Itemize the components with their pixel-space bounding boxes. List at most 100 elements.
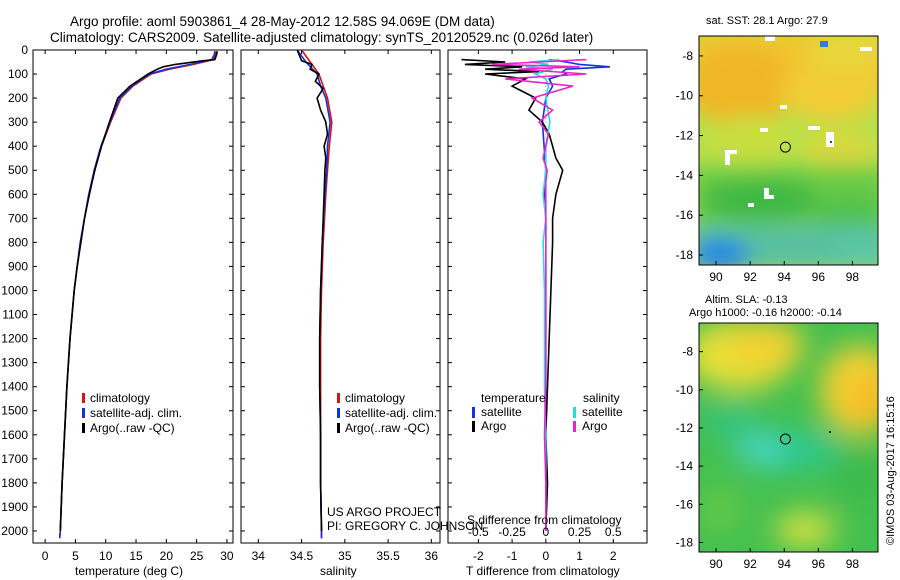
lat-tick-label: -8	[682, 345, 693, 359]
x-tick-label: 5	[72, 549, 79, 563]
figure-title-line2: Climatology: CARS2009. Satellite-adjuste…	[50, 30, 593, 45]
x-tick-label: 30	[220, 549, 234, 563]
depth-tick-label: 900	[8, 259, 28, 273]
depth-tick-label: 1700	[1, 452, 28, 466]
x-tick-label: 34.5	[290, 549, 314, 563]
depth-tick-label: 1600	[1, 428, 28, 442]
lat-tick-label: -10	[676, 383, 694, 397]
legend-s-argo: Argo	[582, 419, 608, 433]
x2-tick-label: -0.25	[498, 525, 526, 539]
series-line-climatology	[300, 49, 333, 539]
x-tick-label: 20	[160, 549, 174, 563]
lat-tick-label: -8	[682, 49, 693, 63]
legend-t-argo: Argo	[481, 419, 507, 433]
x-tick-label: 0	[542, 549, 549, 563]
imos-credit: ©IMOS 03-Aug-2017 16:15:16	[885, 396, 897, 545]
temperature-legend-argo: Argo(..raw -QC)	[90, 421, 175, 435]
x-tick-label: 1	[576, 549, 583, 563]
lon-tick-label: 98	[846, 557, 860, 571]
pi-credit: PI: GREGORY C. JOHNSON	[327, 519, 483, 533]
series-line-satellite-adj-clim-	[58, 51, 216, 539]
depth-tick-label: 700	[8, 211, 28, 225]
depth-axis: 0 100 200 300 400 500 600 700 800 900 1000 1100 1200…	[1, 43, 28, 538]
t-difference-xlabel: T difference from climatology	[466, 564, 620, 578]
salinity-legend-argo: Argo(..raw -QC)	[345, 421, 430, 435]
series-line-argo-raw-qc-	[59, 51, 218, 532]
lon-tick-label: 96	[812, 557, 826, 571]
lon-tick-label: 90	[709, 557, 723, 571]
salinity-legend-climatology: climatology	[345, 391, 405, 405]
temperature-legend: climatology satellite-adj. clim. Argo(..…	[82, 391, 182, 435]
s-difference-xlabel: S difference from climatology	[467, 513, 622, 527]
lat-tick-label: -18	[676, 535, 694, 549]
lat-tick-label: -16	[676, 208, 694, 222]
x2-tick-label: 0.25	[568, 525, 592, 539]
series-line-argo	[491, 58, 587, 531]
salinity-legend-satellite: satellite-adj. clim.	[345, 406, 437, 420]
depth-tick-label: 800	[8, 235, 28, 249]
difference-legend: temperature salinity satellite Argo sate…	[472, 391, 623, 433]
lat-tick-label: -12	[676, 129, 694, 143]
depth-tick-label: 600	[8, 187, 28, 201]
salinity-panel: 34 34.5 35 35.5 36 salinity climatology sate…	[240, 49, 483, 578]
depth-tick-label: 1300	[1, 356, 28, 370]
sst-map: sat. SST: 28.1 Argo: 27.9	[676, 15, 879, 284]
project-credit: US ARGO PROJECT	[327, 505, 442, 519]
temperature-legend-climatology: climatology	[90, 391, 150, 405]
lat-tick-label: -14	[676, 168, 694, 182]
depth-tick-label: 1900	[1, 500, 28, 514]
legend-title-temperature: temperature	[481, 391, 546, 405]
salinity-legend: climatology satellite-adj. clim. Argo(..…	[337, 391, 437, 435]
depth-tick-label: 2000	[1, 524, 28, 538]
legend-t-satellite: satellite	[481, 405, 522, 419]
lat-tick-label: -18	[676, 248, 694, 262]
lat-tick-label: -10	[676, 89, 694, 103]
lon-tick-label: 94	[778, 557, 792, 571]
depth-tick-label: 0	[21, 43, 28, 57]
x2-tick-label: -0.5	[468, 525, 489, 539]
lon-tick-label: 94	[778, 270, 792, 284]
x-tick-label: 2	[610, 549, 617, 563]
depth-tick-label: 500	[8, 163, 28, 177]
lon-tick-label: 92	[743, 270, 757, 284]
temperature-panel: 0 5 10 15 20 25 30 temperature (deg C) climato…	[32, 49, 234, 578]
x2-tick-label: 0	[542, 525, 549, 539]
lat-tick-label: -16	[676, 497, 694, 511]
x-tick-label: 15	[129, 549, 143, 563]
depth-tick-label: 1000	[1, 283, 28, 297]
x-tick-label: 35.5	[376, 549, 400, 563]
series-line-argo	[461, 58, 564, 532]
depth-tick-label: 400	[8, 139, 28, 153]
lat-tick-label: -12	[676, 421, 694, 435]
x-tick-label: 35	[338, 549, 352, 563]
depth-tick-label: 1100	[2, 308, 28, 322]
lat-tick-label: -14	[676, 459, 694, 473]
x-tick-label: 0	[42, 549, 49, 563]
depth-tick-label: 1800	[1, 476, 28, 490]
legend-title-salinity: salinity	[583, 391, 620, 405]
x-tick-label: 10	[99, 549, 113, 563]
sla-map: Altim. SLA: -0.13 Argo h1000: -0.16 h200…	[676, 294, 879, 571]
salinity-xlabel: salinity	[320, 564, 357, 578]
series-line-argo-raw-qc-	[296, 49, 329, 532]
depth-tick-label: 1500	[1, 404, 28, 418]
x-tick-label: 34	[252, 549, 266, 563]
temperature-xlabel: temperature (deg C)	[75, 564, 183, 578]
lon-tick-label: 96	[812, 270, 826, 284]
x2-tick-label: 0.5	[605, 525, 622, 539]
sla-map-title: Altim. SLA: -0.13	[705, 294, 788, 306]
x-tick-label: 36	[425, 549, 439, 563]
difference-panel: -2 -1 0 1 2 -0.5 -0.25 0 0.25 0.5 S difference fr…	[447, 49, 648, 578]
x-tick-label: -2	[473, 549, 484, 563]
x-tick-label: 25	[190, 549, 204, 563]
temperature-legend-satellite: satellite-adj. clim.	[90, 406, 182, 420]
depth-tick-label: 300	[8, 115, 28, 129]
lon-tick-label: 90	[709, 270, 723, 284]
legend-s-satellite: satellite	[582, 405, 623, 419]
sst-map-title: sat. SST: 28.1 Argo: 27.9	[706, 15, 828, 27]
series-line-satellite	[541, 58, 610, 531]
depth-tick-label: 200	[8, 91, 28, 105]
depth-tick-label: 100	[8, 67, 28, 81]
series-line-climatology	[58, 51, 217, 539]
